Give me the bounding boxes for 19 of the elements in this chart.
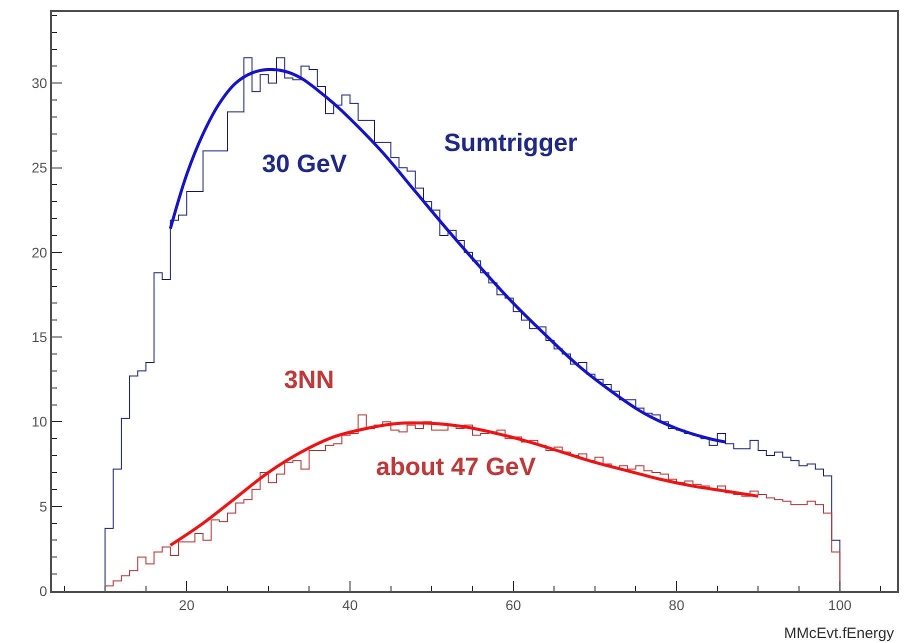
y-tick-label: 5	[39, 498, 48, 514]
line-series	[168, 421, 760, 547]
x-tick-label: 20	[178, 596, 195, 613]
x-axis-title: MMcEvt.fEnergy	[784, 625, 895, 642]
x-tick-label: 100	[828, 596, 852, 613]
y-tick-label: 25	[32, 160, 48, 176]
y-tick-label: 20	[32, 244, 48, 260]
x-tick-label: 60	[505, 596, 522, 613]
series-label: Sumtrigger	[444, 129, 578, 157]
series-label: 3NN	[284, 366, 334, 394]
annotation: 30 GeV	[262, 150, 348, 178]
line-series	[168, 68, 728, 444]
y-tick-label: 10	[32, 414, 48, 430]
x-tick-label: 40	[342, 596, 358, 613]
annotation: about 47 GeV	[376, 453, 536, 481]
y-tick-label: 15	[32, 328, 48, 345]
x-tick-label: 80	[668, 596, 685, 613]
y-tick-label: 0	[39, 582, 48, 599]
y-tick-label: 30	[32, 75, 48, 92]
